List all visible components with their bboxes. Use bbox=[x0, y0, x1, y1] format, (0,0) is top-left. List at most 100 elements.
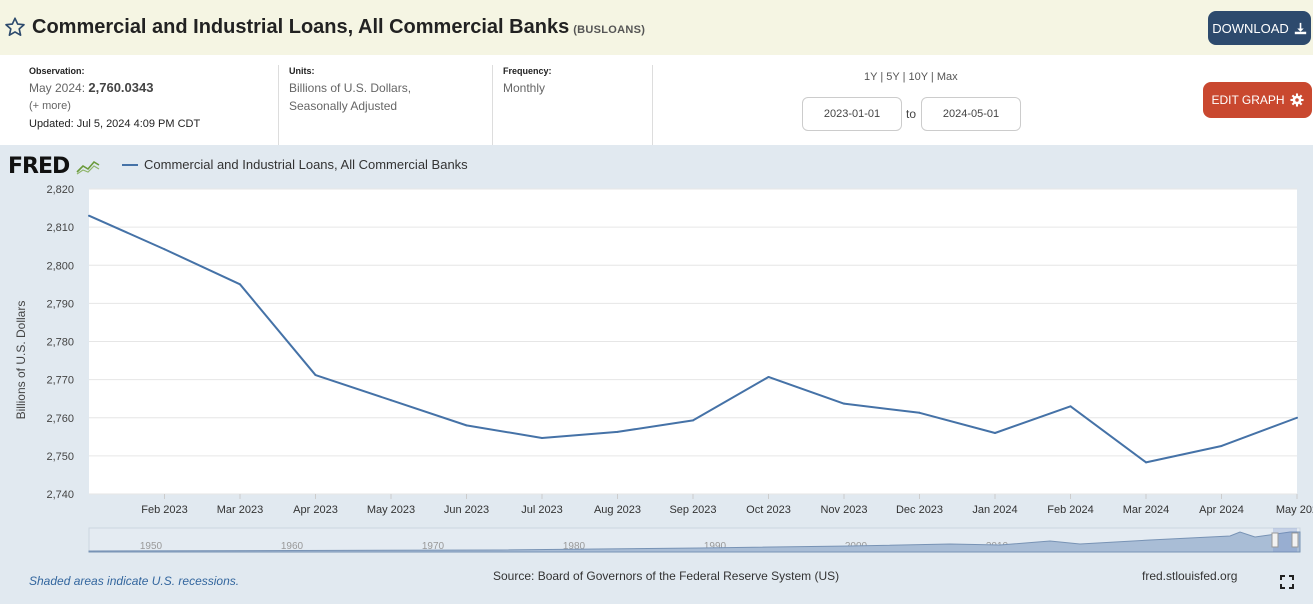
download-icon bbox=[1294, 22, 1306, 34]
data-point bbox=[616, 430, 619, 433]
data-point bbox=[88, 214, 90, 217]
x-tick-label: Feb 2024 bbox=[1047, 504, 1093, 516]
y-tick-label: 2,750 bbox=[46, 451, 74, 463]
start-date-input[interactable]: 2023-01-01 bbox=[802, 97, 902, 131]
units-label: Units: bbox=[289, 66, 315, 76]
edit-graph-label: EDIT GRAPH bbox=[1211, 93, 1285, 107]
navigator-year-label: 1950 bbox=[140, 541, 163, 552]
x-tick-label: May 2023 bbox=[367, 504, 415, 516]
x-tick-label: Aug 2023 bbox=[594, 504, 641, 516]
data-point bbox=[918, 411, 921, 414]
metadata-panel: Observation: May 2024: 2,760.0343 (+ mor… bbox=[0, 55, 1313, 145]
frequency-value: Monthly bbox=[503, 81, 546, 95]
y-tick-label: 2,780 bbox=[46, 337, 74, 349]
source-text: Source: Board of Governors of the Federa… bbox=[493, 569, 840, 583]
y-tick-label: 2,810 bbox=[46, 222, 74, 234]
y-tick-label: 2,790 bbox=[46, 298, 74, 310]
legend-swatch bbox=[122, 163, 138, 166]
observation-block: Observation: May 2024: 2,760.0343 (+ mor… bbox=[29, 65, 200, 133]
data-point bbox=[767, 375, 770, 378]
download-label: DOWNLOAD bbox=[1212, 20, 1289, 36]
star-icon[interactable] bbox=[4, 16, 26, 38]
fred-logo: FRED bbox=[8, 154, 100, 179]
units-block: Units: Billions of U.S. Dollars, Seasona… bbox=[289, 65, 411, 115]
navigator-year-label: 1960 bbox=[281, 541, 304, 552]
range-link-1y[interactable]: 1Y bbox=[864, 71, 878, 83]
y-tick-label: 2,770 bbox=[46, 375, 74, 387]
x-tick-label: Nov 2023 bbox=[820, 504, 867, 516]
download-button[interactable]: DOWNLOAD bbox=[1208, 11, 1311, 45]
navigator-year-label: 1990 bbox=[704, 541, 727, 552]
title-bar: Commercial and Industrial Loans, All Com… bbox=[0, 0, 1313, 55]
x-tick-label: Mar 2023 bbox=[217, 504, 263, 516]
data-point bbox=[994, 432, 996, 434]
series-id: (BUSLOANS) bbox=[573, 24, 646, 36]
fred-logo-text: FRED bbox=[8, 154, 70, 179]
range-links: 1Y | 5Y | 10Y | Max bbox=[864, 71, 958, 83]
observation-period: May 2024: bbox=[29, 81, 86, 95]
x-tick-label: Dec 2023 bbox=[896, 504, 943, 516]
units-line-2: Seasonally Adjusted bbox=[289, 99, 398, 113]
y-tick-label: 2,760 bbox=[46, 413, 74, 425]
navigator-year-label: 1970 bbox=[422, 541, 445, 552]
data-point bbox=[1145, 461, 1147, 464]
y-tick-label: 2,820 bbox=[46, 184, 74, 196]
updated-value: Jul 5, 2024 4:09 PM CDT bbox=[76, 118, 201, 130]
observation-value: 2,760.0343 bbox=[88, 80, 154, 95]
x-tick-label: Apr 2023 bbox=[293, 504, 338, 516]
x-tick-label: May 202 bbox=[1276, 504, 1313, 516]
legend-label: Commercial and Industrial Loans, All Com… bbox=[144, 157, 468, 172]
gear-icon bbox=[1290, 93, 1304, 107]
end-date-input[interactable]: 2024-05-01 bbox=[921, 97, 1021, 131]
recession-note: Shaded areas indicate U.S. recessions. bbox=[29, 574, 240, 588]
navigator-history-area bbox=[88, 531, 1301, 553]
line-chart[interactable]: 2,740 2,750 2,760 2,770 2,780 2,790 2,800 2,810… bbox=[0, 145, 1313, 565]
x-tick-label: Apr 2024 bbox=[1199, 504, 1244, 516]
fullscreen-icon[interactable] bbox=[1280, 575, 1294, 589]
to-label: to bbox=[906, 107, 917, 121]
observation-label: Observation: bbox=[29, 66, 85, 76]
units-line-1: Billions of U.S. Dollars, bbox=[289, 81, 412, 95]
data-point bbox=[390, 399, 392, 402]
page-title: Commercial and Industrial Loans, All Com… bbox=[32, 16, 645, 39]
updated-label: Updated: bbox=[29, 118, 74, 130]
y-tick-label: 2,800 bbox=[46, 260, 74, 272]
x-tick-label: Mar 2024 bbox=[1123, 504, 1169, 516]
navigator-handle bbox=[1291, 532, 1299, 548]
x-tick-label: Oct 2023 bbox=[746, 504, 791, 516]
divider bbox=[652, 65, 653, 145]
edit-graph-button[interactable]: EDIT GRAPH bbox=[1203, 82, 1312, 118]
data-point bbox=[314, 374, 317, 377]
updated-line: Updated: Jul 5, 2024 4:09 PM CDT bbox=[29, 115, 200, 133]
divider bbox=[278, 65, 279, 145]
divider bbox=[492, 65, 493, 145]
navigator-year-label: 1980 bbox=[563, 541, 586, 552]
x-tick-label: Jul 2023 bbox=[521, 504, 563, 516]
navigator-handle bbox=[1271, 532, 1279, 548]
data-point bbox=[692, 419, 694, 422]
data-point bbox=[1220, 444, 1223, 447]
series-title: Commercial and Industrial Loans, All Com… bbox=[32, 16, 570, 38]
more-observations-link[interactable]: (+ more) bbox=[29, 100, 71, 112]
y-tick-label: 2,740 bbox=[46, 489, 74, 501]
x-tick-label: Feb 2023 bbox=[141, 504, 187, 516]
data-point bbox=[541, 436, 543, 439]
chart-logo-icon bbox=[76, 160, 100, 175]
data-point bbox=[163, 248, 166, 251]
x-tick-label: Sep 2023 bbox=[669, 504, 716, 516]
frequency-label: Frequency: bbox=[503, 66, 552, 76]
fred-url-link[interactable]: fred.stlouisfed.org bbox=[1142, 569, 1238, 583]
data-point bbox=[843, 402, 845, 405]
range-link-5y[interactable]: 5Y bbox=[886, 71, 900, 83]
data-point bbox=[239, 283, 241, 286]
graph-panel: FRED Commercial and Industrial Loans, Al… bbox=[0, 145, 1313, 604]
range-link-max[interactable]: Max bbox=[936, 71, 958, 83]
x-tick-label: Jan 2024 bbox=[972, 504, 1017, 516]
data-point bbox=[465, 424, 468, 427]
x-tick-label: Jun 2023 bbox=[444, 504, 489, 516]
range-link-10y[interactable]: 10Y bbox=[908, 71, 928, 83]
frequency-block: Frequency: Monthly bbox=[503, 65, 552, 97]
data-point bbox=[1296, 416, 1298, 419]
chart-legend: Commercial and Industrial Loans, All Com… bbox=[122, 157, 468, 172]
data-point bbox=[1069, 405, 1072, 408]
